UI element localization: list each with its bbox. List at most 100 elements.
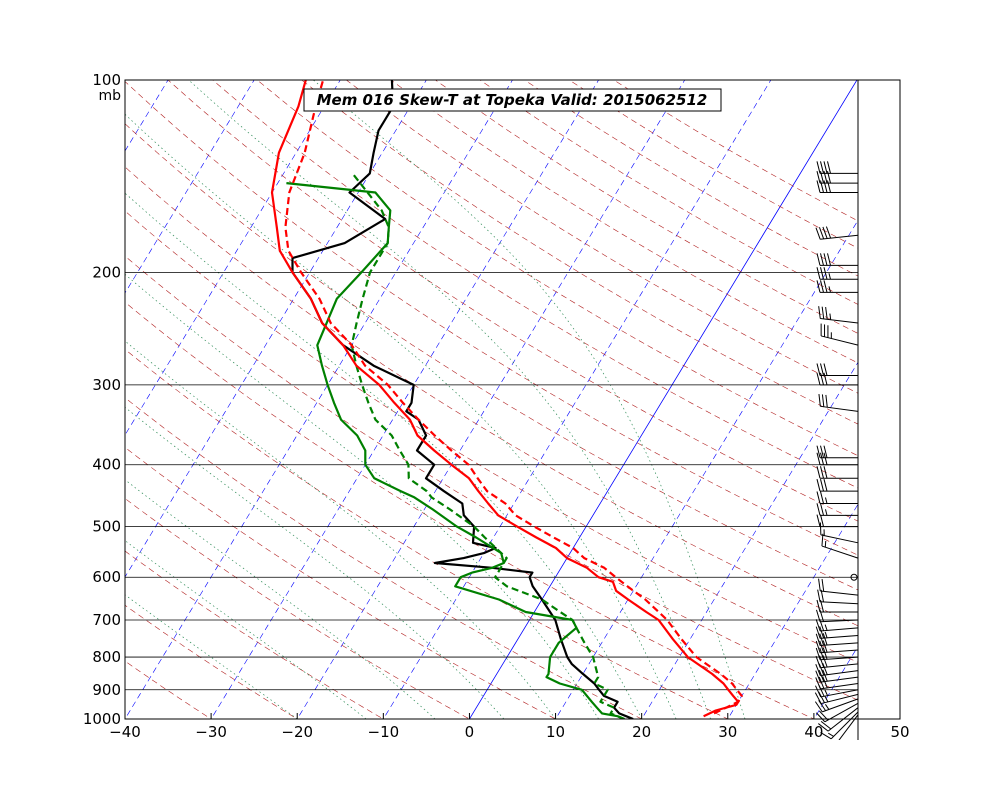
- barb-staff: [820, 534, 859, 544]
- barb-flag: [822, 663, 828, 675]
- barb-flag: [820, 466, 824, 479]
- pressure-tick-label: 500: [92, 518, 121, 536]
- barb-flag: [827, 180, 831, 193]
- barb-staff: [820, 656, 859, 661]
- barb-half-flag: [824, 696, 829, 703]
- barb-flag: [818, 227, 825, 240]
- plot-frame: [124, 79, 901, 720]
- barb-half-flag: [824, 689, 829, 696]
- barb-staff: [820, 642, 859, 647]
- x-axis-ticks: −40 −30 −20 −10 0 10 20 30 40 50: [109, 713, 910, 741]
- wind-barb: [815, 640, 859, 654]
- thermodynamic-background-lines: [125, 80, 858, 719]
- dry-adiabat-line: [125, 550, 384, 719]
- wind-barb: [818, 578, 859, 596]
- barb-flag: [816, 253, 821, 266]
- dry-adiabat-line: [125, 81, 858, 556]
- barb-flag: [816, 180, 821, 193]
- barb-flag: [821, 579, 825, 592]
- x-tick-label: −20: [281, 723, 313, 741]
- moist-adiabat-line: [125, 192, 643, 719]
- dry-adiabat-line: [346, 80, 858, 394]
- wind-barb: [816, 503, 858, 516]
- dry-adiabat-line: [212, 80, 858, 489]
- moist-adiabat-line: [125, 540, 367, 719]
- barb-half-flag: [829, 313, 832, 320]
- barb-flag: [816, 503, 821, 516]
- dewpoint-line: [286, 182, 625, 719]
- x-tick-label: 0: [465, 723, 475, 741]
- dry-adiabat-line: [125, 210, 858, 663]
- barb-flag: [816, 170, 821, 184]
- calm-circle: [850, 573, 858, 581]
- x-tick-label: −10: [368, 723, 400, 741]
- pressure-tick-label: 900: [92, 681, 121, 699]
- barb-flag: [823, 452, 828, 465]
- barb-flag: [820, 503, 824, 516]
- parcel-dashed-line: [284, 80, 743, 715]
- barb-flag: [822, 676, 828, 689]
- dry-adiabat-line: [390, 80, 858, 364]
- wind-barb: [818, 393, 859, 412]
- barb-staff: [820, 649, 859, 654]
- barb-flag: [815, 663, 821, 676]
- wind-barb: [815, 633, 859, 647]
- moist-adiabat-line: [188, 80, 711, 719]
- moist-adiabat-line: [125, 594, 298, 719]
- barb-flag: [815, 619, 821, 632]
- barb-staff: [822, 698, 859, 713]
- dry-adiabat-line: [125, 447, 557, 719]
- barb-flag: [823, 253, 828, 266]
- wind-barb: [817, 589, 859, 605]
- dry-adiabat-line: [125, 660, 212, 719]
- barb-flag: [816, 161, 821, 174]
- barb-flag: [815, 626, 821, 639]
- barb-flag: [825, 394, 828, 408]
- title-text: Mem 016 Skew-T at Topeka Valid: 20150625…: [317, 91, 708, 109]
- pressure-tick-label: 200: [92, 263, 121, 281]
- wind-barb: [816, 363, 858, 376]
- wind-barb: [816, 514, 858, 528]
- barb-flag: [822, 647, 828, 660]
- wind-barb: [816, 479, 858, 492]
- barb-flag: [819, 633, 825, 646]
- barb-staff: [820, 405, 859, 412]
- wind-barb: [823, 714, 859, 740]
- barb-flag: [820, 253, 824, 266]
- barb-staff: [820, 590, 859, 596]
- barb-flag: [816, 445, 821, 458]
- pressure-tick-label: 600: [92, 568, 121, 586]
- barb-flag: [814, 692, 822, 704]
- barb-staff: [820, 318, 859, 324]
- barb-flag: [815, 712, 826, 723]
- barb-flag: [820, 479, 824, 492]
- barb-flag: [816, 599, 821, 613]
- title-box: [303, 88, 722, 112]
- barb-flag: [820, 491, 824, 504]
- barb-staff: [821, 335, 859, 346]
- wind-barb: [816, 452, 858, 466]
- barb-staff: [820, 683, 859, 690]
- barb-flag: [822, 226, 828, 239]
- dry-adiabat-line: [257, 80, 858, 457]
- x-tick-label: 50: [890, 723, 909, 741]
- barb-flag: [820, 452, 824, 465]
- moist-adiabat-line: [125, 340, 556, 719]
- wind-barb: [819, 522, 859, 544]
- moist-adiabat-line: [125, 113, 677, 719]
- x-tick-label: −30: [195, 723, 227, 741]
- barb-flag: [823, 267, 828, 280]
- pressure-tick-label: 100: [92, 71, 121, 89]
- barb-staff: [821, 545, 859, 559]
- barb-flag: [820, 732, 832, 740]
- barb-flag: [815, 633, 821, 646]
- pressure-unit-label: mb: [98, 88, 121, 104]
- barb-flag: [823, 280, 828, 293]
- pressure-axis-ticks: 100 200 300 400 500 600 700 800 900 1000: [83, 71, 121, 728]
- barb-flag: [821, 394, 825, 407]
- barb-staff: [821, 693, 859, 705]
- barb-staff: [820, 619, 859, 623]
- barb-flag: [815, 227, 821, 240]
- barb-flag: [823, 363, 828, 376]
